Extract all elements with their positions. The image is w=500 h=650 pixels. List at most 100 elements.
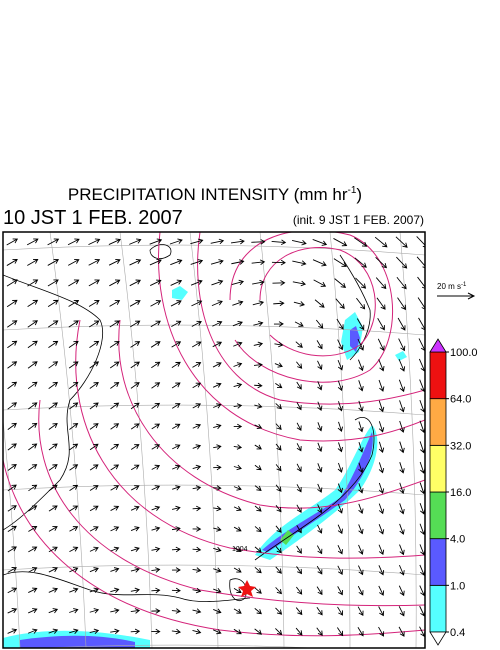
wind-arrow [69, 423, 79, 430]
wind-arrow [27, 340, 38, 349]
wind-arrow [171, 341, 182, 348]
wind-arrow [358, 503, 364, 514]
wind-arrow [68, 340, 79, 349]
wind-arrow [316, 565, 323, 575]
colorbar-label: 16.0 [450, 487, 471, 499]
wind-arrow [354, 257, 367, 268]
wind-arrow [233, 403, 243, 409]
wind-arrow [67, 238, 80, 246]
wind-arrow [317, 463, 323, 473]
wind-arrow [317, 381, 323, 391]
wind-arrow [399, 400, 405, 413]
wind-arrow [149, 238, 163, 245]
wind-arrow [7, 484, 17, 492]
wind-arrow [254, 423, 263, 430]
wind-arrow [67, 258, 80, 266]
wind-arrow [48, 546, 58, 553]
wind-arrow [317, 442, 323, 453]
wind-arrow [28, 525, 38, 532]
colorbar-label: 0.4 [450, 627, 465, 639]
wind-arrow [28, 422, 38, 430]
wind-arrow [374, 236, 388, 248]
wind-arrow [293, 301, 305, 307]
colorbar-label: 4.0 [450, 534, 465, 546]
wind-arrow [213, 526, 222, 532]
wind-arrow [171, 587, 181, 594]
wind-arrow [48, 526, 58, 532]
wind-arrow [130, 546, 140, 553]
wind-arrow [275, 566, 282, 574]
wind-arrow [68, 320, 79, 328]
wind-arrow [296, 381, 302, 390]
wind-arrow [192, 403, 202, 409]
wind-arrow [7, 505, 17, 512]
coastline [254, 417, 375, 561]
wind-arrow [191, 320, 202, 327]
precip-patch [172, 286, 188, 300]
wind-arrow [337, 359, 344, 371]
wind-arrow [69, 505, 79, 512]
wind-arrow [419, 544, 425, 556]
wind-arrow [27, 279, 39, 287]
wind-arrow [130, 341, 141, 348]
wind-arrow [28, 464, 38, 471]
wind-arrow [378, 482, 385, 494]
wind-arrow [171, 567, 181, 573]
precip-patch [20, 635, 135, 648]
wind-arrow [273, 300, 285, 307]
wind-arrow [315, 319, 324, 329]
wind-arrow [271, 259, 286, 266]
wind-arrow [358, 524, 364, 535]
graticule [3, 404, 425, 416]
wind-arrow [27, 402, 38, 410]
wind-arrow [232, 300, 244, 306]
init-time: (init. 9 JST 1 FEB. 2007) [293, 213, 424, 227]
wind-arrow [149, 259, 162, 266]
wind-arrow [398, 358, 406, 372]
wind-arrow [89, 402, 99, 410]
wind-arrow [27, 381, 38, 390]
wind-arrow [398, 379, 405, 393]
wind-arrow [275, 423, 282, 431]
colorbar-label: 1.0 [450, 580, 465, 592]
wind-arrow [253, 362, 263, 368]
wind-arrow [171, 526, 181, 532]
wind-arrow [192, 382, 202, 389]
wind-arrow [419, 585, 425, 597]
wind-arrow [6, 299, 18, 308]
wind-arrow [295, 627, 303, 636]
wind-arrow [89, 340, 100, 348]
wind-arrow [275, 628, 283, 636]
wind-arrow [192, 526, 202, 532]
wind-arrow [354, 237, 368, 247]
wind-arrow [314, 299, 325, 308]
wind-arrow [419, 523, 425, 536]
wind-arrow [419, 399, 425, 413]
wind-arrow [416, 256, 425, 269]
isobar [197, 232, 425, 405]
wind-arrow [254, 566, 262, 574]
wind-arrow [337, 421, 343, 432]
wind-arrow [378, 524, 385, 535]
wind-arrow [399, 544, 405, 556]
wind-arrow [399, 441, 405, 454]
wind-arrow [171, 403, 181, 409]
wind-arrow [275, 607, 283, 615]
colorbar-label: 100.0 [450, 347, 478, 359]
wind-arrow [254, 505, 262, 512]
wind-arrow [231, 259, 245, 265]
wind-arrow [316, 340, 323, 350]
wind-arrow [375, 257, 388, 269]
wind-arrow [7, 340, 18, 349]
wind-arrow [213, 608, 222, 614]
wind-arrow [171, 361, 181, 369]
wind-arrow [254, 607, 262, 615]
wind-arrow [48, 361, 59, 369]
wind-arrow [48, 320, 59, 328]
wind-arrow [213, 546, 222, 553]
wind-arrow [337, 545, 343, 555]
wind-arrow [89, 567, 99, 573]
wind-arrow [28, 567, 38, 573]
wind-arrow [232, 320, 243, 327]
